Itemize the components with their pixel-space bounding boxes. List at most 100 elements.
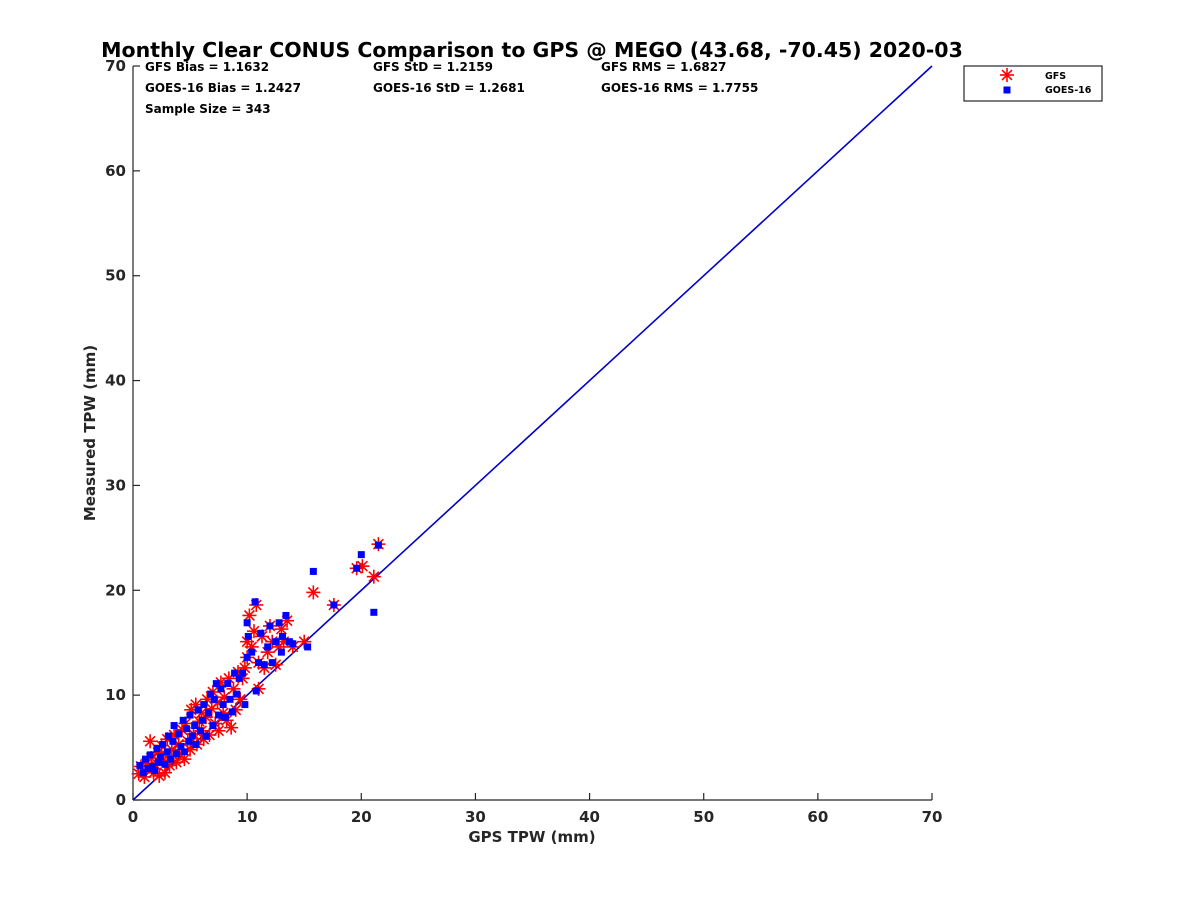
x-axis-label: GPS TPW (mm) [468,828,595,846]
goes16-point [309,567,317,575]
goes16-point [233,690,241,698]
legend: GFS GOES-16 [963,65,1103,102]
axes [132,66,932,801]
goes16-point [192,740,200,748]
goes16-point [217,685,225,693]
goes16-point [239,669,247,677]
goes16-point [304,643,312,651]
goes16-point [357,551,365,559]
y-tick-label: 10 [105,686,126,704]
goes16-point [185,737,193,745]
goes16-point [163,748,171,756]
goes16-point [146,751,154,759]
goes16-point [209,722,217,730]
goes16-point [196,727,204,735]
goes16-point [210,695,218,703]
goes16-point [248,648,256,656]
goes16-point [224,680,232,688]
stats-annotations: GFS Bias = 1.1632 GOES-16 Bias = 1.2427 … [145,60,758,116]
goes16-point [164,732,172,740]
goes16-point [200,701,208,709]
stat-goes-std: GOES-16 StD = 1.2681 [373,81,525,95]
goes16-point [167,755,175,763]
goes16-point [243,619,251,627]
goes16-point [183,725,191,733]
goes16-point [289,640,297,648]
goes16-point [251,598,259,606]
stat-gfs-bias: GFS Bias = 1.1632 [145,60,269,74]
x-tick-label: 50 [693,808,714,826]
x-tick-label: 20 [351,808,372,826]
y-ticks: 0 10 20 30 40 50 60 70 [105,57,140,809]
goes16-point [186,711,194,719]
legend-gfs-asterisk [1000,68,1014,82]
x-tick-label: 0 [128,808,138,826]
goes16-point [260,661,268,669]
stat-gfs-std: GFS StD = 1.2159 [373,60,493,74]
goes16-point [268,659,276,667]
goes16-point [159,740,167,748]
goes16-point [255,659,263,667]
goes16-point [228,708,236,716]
gfs-point [177,752,192,767]
x-tick-label: 40 [579,808,600,826]
y-axis-label: Measured TPW (mm) [81,345,99,521]
goes16-point [282,611,290,619]
goes16-point [215,711,223,719]
goes16-point [177,743,185,751]
goes16-point [244,632,252,640]
goes16-point [202,732,210,740]
goes16-point [153,745,161,753]
goes16-point [272,638,280,646]
goes16-point [144,765,152,773]
y-tick-label: 20 [105,581,126,599]
y-tick-label: 70 [105,57,126,75]
goes16-point [139,769,147,777]
x-tick-label: 70 [922,808,943,826]
goes16-point [136,761,144,769]
goes16-point [204,709,212,717]
goes16-point [275,619,283,627]
goes16-point [154,758,162,766]
series-goes16 [136,541,382,777]
goes16-point [279,632,287,640]
goes16-point [231,669,239,677]
goes16-point [257,629,265,637]
goes16-point [191,722,199,730]
goes16-point [374,541,382,549]
x-tick-label: 10 [237,808,258,826]
gfs-point [143,734,158,749]
goes16-point [199,716,207,724]
legend-goes-marker [1003,86,1011,94]
goes16-point [266,622,274,630]
legend-gfs-label: GFS [1045,71,1066,82]
goes16-point [188,732,196,740]
x-ticks: 0 10 20 30 40 50 60 70 [128,793,943,826]
goes16-point [212,680,220,688]
legend-box [963,65,1103,102]
goes16-point [207,690,215,698]
goes16-point [226,695,234,703]
x-tick-label: 30 [465,808,486,826]
goes16-point [151,767,159,775]
goes16-point [330,601,338,609]
goes16-point [175,730,183,738]
goes16-point [219,701,227,709]
chart-title: Monthly Clear CONUS Comparison to GPS @ … [101,38,963,62]
y-tick-label: 50 [105,267,126,285]
goes16-point [194,706,202,714]
one-to-one-line [132,65,933,801]
stat-goes-bias: GOES-16 Bias = 1.2427 [145,81,301,95]
gfs-point [306,585,321,600]
x-tick-label: 60 [807,808,828,826]
gfs-point [224,720,239,735]
goes16-point [277,648,285,656]
goes16-point [142,755,150,763]
goes16-point [235,674,243,682]
y-tick-label: 0 [116,791,126,809]
goes16-point [243,653,251,661]
goes16-point [179,716,187,724]
stat-sample-size: Sample Size = 343 [145,102,271,116]
y-tick-label: 30 [105,476,126,494]
